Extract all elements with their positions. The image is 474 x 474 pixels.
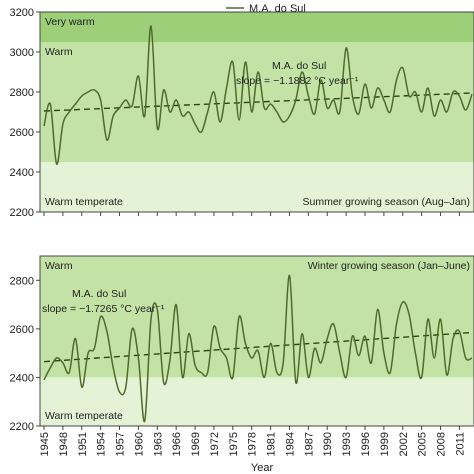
annotation-title: M.A. do Sul — [272, 60, 326, 72]
x-tick-label: 1954 — [96, 432, 108, 456]
x-tick-label: 1945 — [39, 432, 51, 456]
zone-band — [40, 162, 474, 212]
x-tick-label: 1978 — [247, 432, 259, 456]
plot-frame — [39, 255, 474, 427]
trend-line — [43, 92, 473, 112]
y-tick-label: 3000 — [10, 47, 34, 59]
y-tick-label: 2600 — [10, 324, 34, 336]
x-tick-label: 1990 — [322, 432, 334, 456]
x-tick-label: 1984 — [284, 432, 296, 456]
x-axis-title: Year — [251, 462, 274, 474]
y-tick-label: 2400 — [10, 167, 34, 179]
season-label: Summer growing season (Aug–Jan) — [303, 196, 471, 208]
x-tick-label: 1966 — [171, 432, 183, 456]
chart-panel-1: Very warm Warm Warm temperate 2200 2400 2600 2… — [10, 7, 474, 219]
y-tick-label: 2600 — [10, 127, 34, 139]
x-tick-label: 1963 — [152, 432, 164, 456]
x-tick-label: 1993 — [341, 432, 353, 456]
plot-frame — [39, 11, 474, 213]
x-tick-label: 1987 — [303, 432, 315, 456]
y-tick-label: 2800 — [10, 275, 34, 287]
annotation-slope: slope = −1.1882 °C year⁻¹ — [236, 75, 359, 87]
x-tick-label: 1951 — [77, 432, 89, 456]
y-tick-label: 2200 — [10, 421, 34, 433]
zone-band — [40, 12, 474, 42]
zone-band — [40, 377, 474, 426]
zone-band — [40, 256, 474, 378]
x-tick-label: 1948 — [58, 432, 70, 456]
chart-panel-2: Warm Warm temperate 2200 2400 2600 2800 Winter… — [10, 255, 474, 456]
zone-label: Warm — [45, 260, 73, 272]
x-tick-label: 2005 — [417, 432, 429, 456]
x-tick-label: 1972 — [209, 432, 221, 456]
x-tick-label: 2011 — [454, 432, 466, 456]
zone-label: Warm — [45, 46, 73, 58]
y-tick-label: 3200 — [10, 7, 34, 19]
x-tick-label: 2002 — [398, 432, 410, 456]
x-tick-label: 1981 — [266, 432, 278, 456]
annotation-slope: slope = −1.7265 °C year⁻¹ — [42, 303, 165, 315]
x-tick-label: 1957 — [115, 432, 127, 456]
x-tick-label: 1969 — [190, 432, 202, 456]
x-tick-label: 1975 — [228, 432, 240, 456]
zone-label: Very warm — [45, 16, 95, 28]
zone-label: Warm temperate — [45, 196, 123, 208]
x-tick-label: 1999 — [379, 432, 391, 456]
x-tick-label: 2008 — [436, 432, 448, 456]
zone-label: Warm temperate — [45, 410, 123, 422]
y-tick-label: 2800 — [10, 87, 34, 99]
y-tick-label: 2400 — [10, 372, 34, 384]
x-tick-label: 1960 — [133, 432, 145, 456]
y-tick-label: 2200 — [10, 207, 34, 219]
series-line — [43, 25, 473, 165]
series-line — [43, 274, 473, 422]
annotation-title: M.A. do Sul — [72, 288, 126, 300]
trend-line — [43, 331, 473, 363]
season-label: Winter growing season (Jan–June) — [308, 260, 470, 272]
x-tick-label: 1996 — [360, 432, 372, 456]
